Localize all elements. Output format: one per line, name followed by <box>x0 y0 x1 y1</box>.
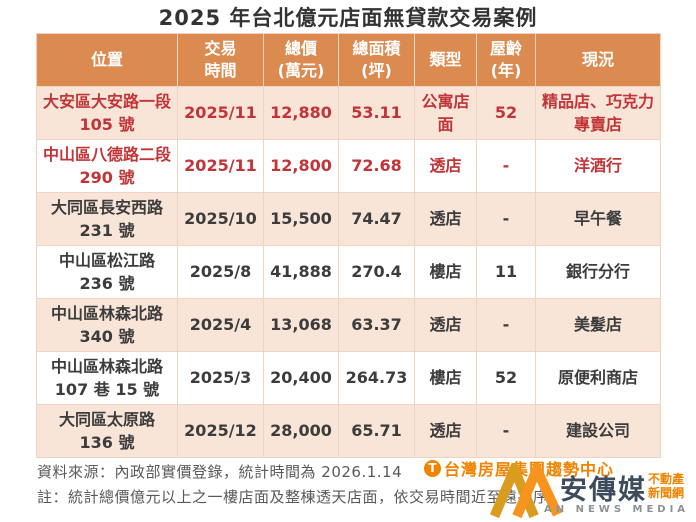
cell-area: 63.37 <box>338 298 415 352</box>
cell-date: 2025/4 <box>177 298 264 352</box>
cell-type: 透店 <box>414 298 477 352</box>
cell-age: - <box>476 139 536 193</box>
cell-date: 2025/12 <box>177 404 264 458</box>
col-header-area: 總面積 (坪) <box>338 33 415 87</box>
cell-area: 270.4 <box>338 245 415 299</box>
cell-type: 樓店 <box>414 351 477 405</box>
table-body: 大安區大安路一段 105 號 2025/11 12,880 53.11 公寓店面… <box>36 86 661 458</box>
footnote: 註：統計總價億元以上之一樓店面及整棟透天店面，依交易時間近至遠排序 <box>37 488 549 506</box>
brand-name: 台灣房屋集團趨勢中心 <box>444 460 615 479</box>
table-row: 大安區大安路一段 105 號 2025/11 12,880 53.11 公寓店面… <box>36 86 661 140</box>
cell-price: 12,800 <box>263 139 339 193</box>
table-row: 大同區長安西路 231 號 2025/10 15,500 74.47 透店 - … <box>36 192 661 246</box>
watermark-name: 安傳媒 <box>560 475 647 506</box>
cell-location: 大安區大安路一段 105 號 <box>36 86 178 140</box>
col-header-age: 屋齡 (年) <box>476 33 536 87</box>
cell-price: 12,880 <box>263 86 339 140</box>
cell-area: 53.11 <box>338 86 415 140</box>
cell-price: 13,068 <box>263 298 339 352</box>
cell-status: 洋酒行 <box>535 139 661 193</box>
cell-area: 65.71 <box>338 404 415 458</box>
table-row: 大同區太原路 136 號 2025/12 28,000 65.71 透店 - 建… <box>36 404 661 458</box>
cell-location: 大同區太原路 136 號 <box>36 404 178 458</box>
taiwan-housing-brand: T 台灣房屋集團趨勢中心 <box>424 456 614 480</box>
cell-type: 透店 <box>414 192 477 246</box>
cell-age: 11 <box>476 245 536 299</box>
col-header-date: 交易 時間 <box>177 33 264 87</box>
table-row: 中山區林森北路 340 號 2025/4 13,068 63.37 透店 - 美… <box>36 298 661 352</box>
an-media-watermark: 安傳媒 不動產 新聞網 AN NEWS MEDIA <box>488 459 694 521</box>
col-header-type: 類型 <box>414 33 477 87</box>
cell-price: 15,500 <box>263 192 339 246</box>
watermark-tagline-2: 新聞網 <box>648 486 685 501</box>
cell-price: 28,000 <box>263 404 339 458</box>
cell-price: 41,888 <box>263 245 339 299</box>
cell-area: 74.47 <box>338 192 415 246</box>
cell-status: 早午餐 <box>535 192 661 246</box>
cell-age: - <box>476 404 536 458</box>
cell-location: 中山區八德路二段 290 號 <box>36 139 178 193</box>
table-header: 位置 交易 時間 總價 (萬元) 總面積 (坪) 類型 屋齡 (年) 現況 <box>36 33 661 87</box>
col-header-price: 總價 (萬元) <box>263 33 339 87</box>
cell-status: 原便利商店 <box>535 351 661 405</box>
cell-status: 建設公司 <box>535 404 661 458</box>
data-source-note: 資料來源：內政部實價登錄，統計時間為 2026.1.14 <box>37 463 403 481</box>
table-row: 中山區八德路二段 290 號 2025/11 12,800 72.68 透店 -… <box>36 139 661 193</box>
cell-date: 2025/8 <box>177 245 264 299</box>
cell-date: 2025/10 <box>177 192 264 246</box>
col-header-status: 現況 <box>535 33 661 87</box>
cell-status: 美髮店 <box>535 298 661 352</box>
an-monogram-icon <box>490 463 562 519</box>
watermark-tagline-1: 不動產 <box>648 472 685 486</box>
watermark-taglines: 不動產 新聞網 <box>648 472 684 501</box>
cell-location: 大同區長安西路 231 號 <box>36 192 178 246</box>
cell-type: 樓店 <box>414 245 477 299</box>
cell-age: - <box>476 298 536 352</box>
cell-type: 透店 <box>414 139 477 193</box>
watermark-subtitle: AN NEWS MEDIA <box>544 504 690 515</box>
cell-status: 精品店、巧克力專賣店 <box>535 86 661 140</box>
cell-status: 銀行分行 <box>535 245 661 299</box>
cell-area: 72.68 <box>338 139 415 193</box>
table-row: 中山區林森北路 107 巷 15 號 2025/3 20,400 264.73 … <box>36 351 661 405</box>
col-header-location: 位置 <box>36 33 178 87</box>
transactions-table: 位置 交易 時間 總價 (萬元) 總面積 (坪) 類型 屋齡 (年) 現況 大安區大安路… <box>36 33 661 458</box>
cell-type: 透店 <box>414 404 477 458</box>
cell-area: 264.73 <box>338 351 415 405</box>
cell-date: 2025/11 <box>177 139 264 193</box>
cell-date: 2025/3 <box>177 351 264 405</box>
table-row: 中山區松江路 236 號 2025/8 41,888 270.4 樓店 11 銀… <box>36 245 661 299</box>
page-title: 2025 年台北億元店面無貸款交易案例 <box>158 6 538 30</box>
cell-location: 中山區林森北路 107 巷 15 號 <box>36 351 178 405</box>
cell-age: 52 <box>476 351 536 405</box>
cell-location: 中山區林森北路 340 號 <box>36 298 178 352</box>
cell-location: 中山區松江路 236 號 <box>36 245 178 299</box>
cell-type: 公寓店面 <box>414 86 477 140</box>
cell-age: - <box>476 192 536 246</box>
cell-price: 20,400 <box>263 351 339 405</box>
cell-age: 52 <box>476 86 536 140</box>
cell-date: 2025/11 <box>177 86 264 140</box>
t-house-circle-icon: T <box>424 459 441 477</box>
